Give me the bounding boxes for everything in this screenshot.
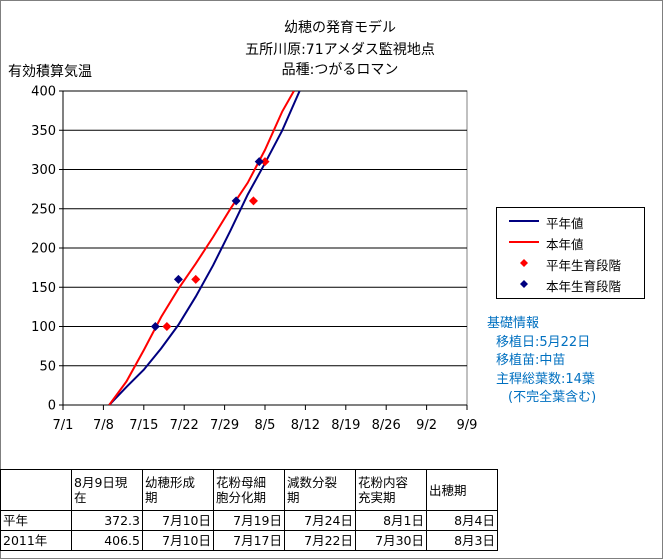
y-tick-label: 200 — [31, 242, 56, 257]
table-row: 平年 372.3 7月10日 7月19日 7月24日 8月1日 8月4日 — [0, 510, 498, 531]
x-tick-label: 9/9 — [457, 418, 478, 433]
chart-subtitle-variety: 品種:つがるロマン — [281, 62, 399, 78]
legend-label-normal-stage: 平年生育段階 — [546, 258, 622, 273]
table-header-cell: 出穂期 — [426, 469, 498, 511]
x-tick-label: 8/5 — [255, 418, 276, 433]
basic-info: 基礎情報 移植日:5月22日 移植苗:中苗 主稈総葉数:14葉 (不完全葉含む) — [487, 315, 596, 408]
table-cell: 7月10日 — [142, 510, 214, 531]
table-header-cell: 花粉内容 充実期 — [355, 469, 427, 511]
series-marker-3 — [231, 196, 241, 206]
table-row: 2011年 406.5 7月10日 7月17日 7月22日 7月30日 8月3日 — [0, 530, 498, 551]
x-tick-label: 8/19 — [331, 418, 360, 433]
chart-title: 幼穂の発育モデル — [284, 20, 396, 36]
legend-label-current-stage: 本年生育段階 — [546, 279, 622, 294]
x-tick-label: 8/26 — [372, 418, 401, 433]
series-marker-2 — [248, 196, 258, 206]
legend-item-normal-stage: 平年生育段階 — [497, 253, 644, 273]
series-marker-3 — [254, 157, 264, 167]
legend-symbol-current-line — [509, 241, 539, 243]
series-line-1 — [108, 91, 295, 405]
series-marker-2 — [162, 322, 172, 331]
y-tick-label: 300 — [31, 163, 56, 178]
series-marker-2 — [191, 274, 201, 284]
legend-item-current-stage: 本年生育段階 — [497, 274, 644, 294]
table-cell-label: 2011年 — [0, 530, 72, 551]
legend-symbol-current-stage — [520, 280, 528, 288]
y-tick-label: 400 — [31, 85, 56, 100]
chart-subtitle-location: 五所川原:71アメダス監視地点 — [245, 42, 435, 58]
legend-label-current-line: 本年値 — [546, 237, 584, 252]
table-header-row: 8月9日現在 幼穂形成期 花粉母細 胞分化期 減数分裂期 花粉内容 充実期 出穂期 — [0, 469, 498, 511]
basic-info-title: 基礎情報 — [487, 316, 540, 331]
table-cell: 8月4日 — [426, 510, 498, 531]
basic-info-leaf-count: 主稈総葉数:14葉 — [496, 371, 595, 387]
legend-item-current-line: 本年値 — [497, 232, 644, 252]
legend-label-normal-line: 平年値 — [546, 216, 584, 231]
y-tick-label: 250 — [31, 202, 56, 217]
stage-table: 8月9日現在 幼穂形成期 花粉母細 胞分化期 減数分裂期 花粉内容 充実期 出穂期 … — [0, 469, 498, 551]
table-cell: 7月19日 — [213, 510, 285, 531]
table-cell-label: 平年 — [0, 510, 72, 531]
series-marker-2 — [260, 157, 270, 167]
x-tick-label: 7/29 — [210, 418, 239, 433]
y-axis-label: 有効積算気温 — [8, 64, 92, 80]
x-tick-label: 7/1 — [53, 418, 74, 433]
y-tick-label: 50 — [39, 359, 56, 374]
table-header-cell: 幼穂形成期 — [142, 469, 214, 511]
table-cell: 7月30日 — [355, 530, 427, 551]
series-marker-3 — [150, 322, 160, 331]
x-tick-label: 7/8 — [93, 418, 114, 433]
legend-item-normal-line: 平年値 — [497, 211, 644, 231]
table-cell: 8月3日 — [426, 530, 498, 551]
table-cell: 7月10日 — [142, 530, 214, 551]
table-cell: 7月17日 — [213, 530, 285, 551]
table-cell: 406.5 — [71, 530, 143, 551]
legend-symbol-normal-line — [509, 220, 539, 222]
legend-symbol-normal-stage — [520, 259, 528, 267]
table-header-cell: 花粉母細 胞分化期 — [213, 469, 285, 511]
y-tick-label: 0 — [48, 399, 56, 414]
series-line-0 — [108, 91, 301, 405]
x-tick-label: 7/22 — [170, 418, 199, 433]
y-tick-label: 350 — [31, 124, 56, 139]
basic-info-transplant-date: 移植日:5月22日 — [496, 334, 591, 350]
table-cell: 7月24日 — [284, 510, 356, 531]
table-cell: 8月1日 — [355, 510, 427, 531]
table-header-cell: 減数分裂期 — [284, 469, 356, 511]
y-tick-label: 100 — [31, 320, 56, 335]
basic-info-leaf-note: (不完全葉含む) — [508, 390, 597, 405]
chart-plot: 0 50 100 150 200 250 300 350 400 7/1 7/8 7/15 7/22 7/… — [31, 85, 478, 434]
series-marker-3 — [173, 274, 183, 284]
x-tick-label: 8/12 — [291, 418, 320, 433]
basic-info-seedling: 移植苗:中苗 — [496, 353, 566, 368]
legend: 平年値 本年値 平年生育段階 本年生育段階 — [496, 207, 645, 299]
table-header-cell — [0, 469, 72, 511]
table-header-cell: 8月9日現在 — [71, 469, 143, 511]
table-cell: 372.3 — [71, 510, 143, 531]
table-cell: 7月22日 — [284, 530, 356, 551]
x-tick-label: 7/15 — [129, 418, 158, 433]
y-tick-label: 150 — [31, 281, 56, 296]
x-tick-label: 9/2 — [416, 418, 437, 433]
